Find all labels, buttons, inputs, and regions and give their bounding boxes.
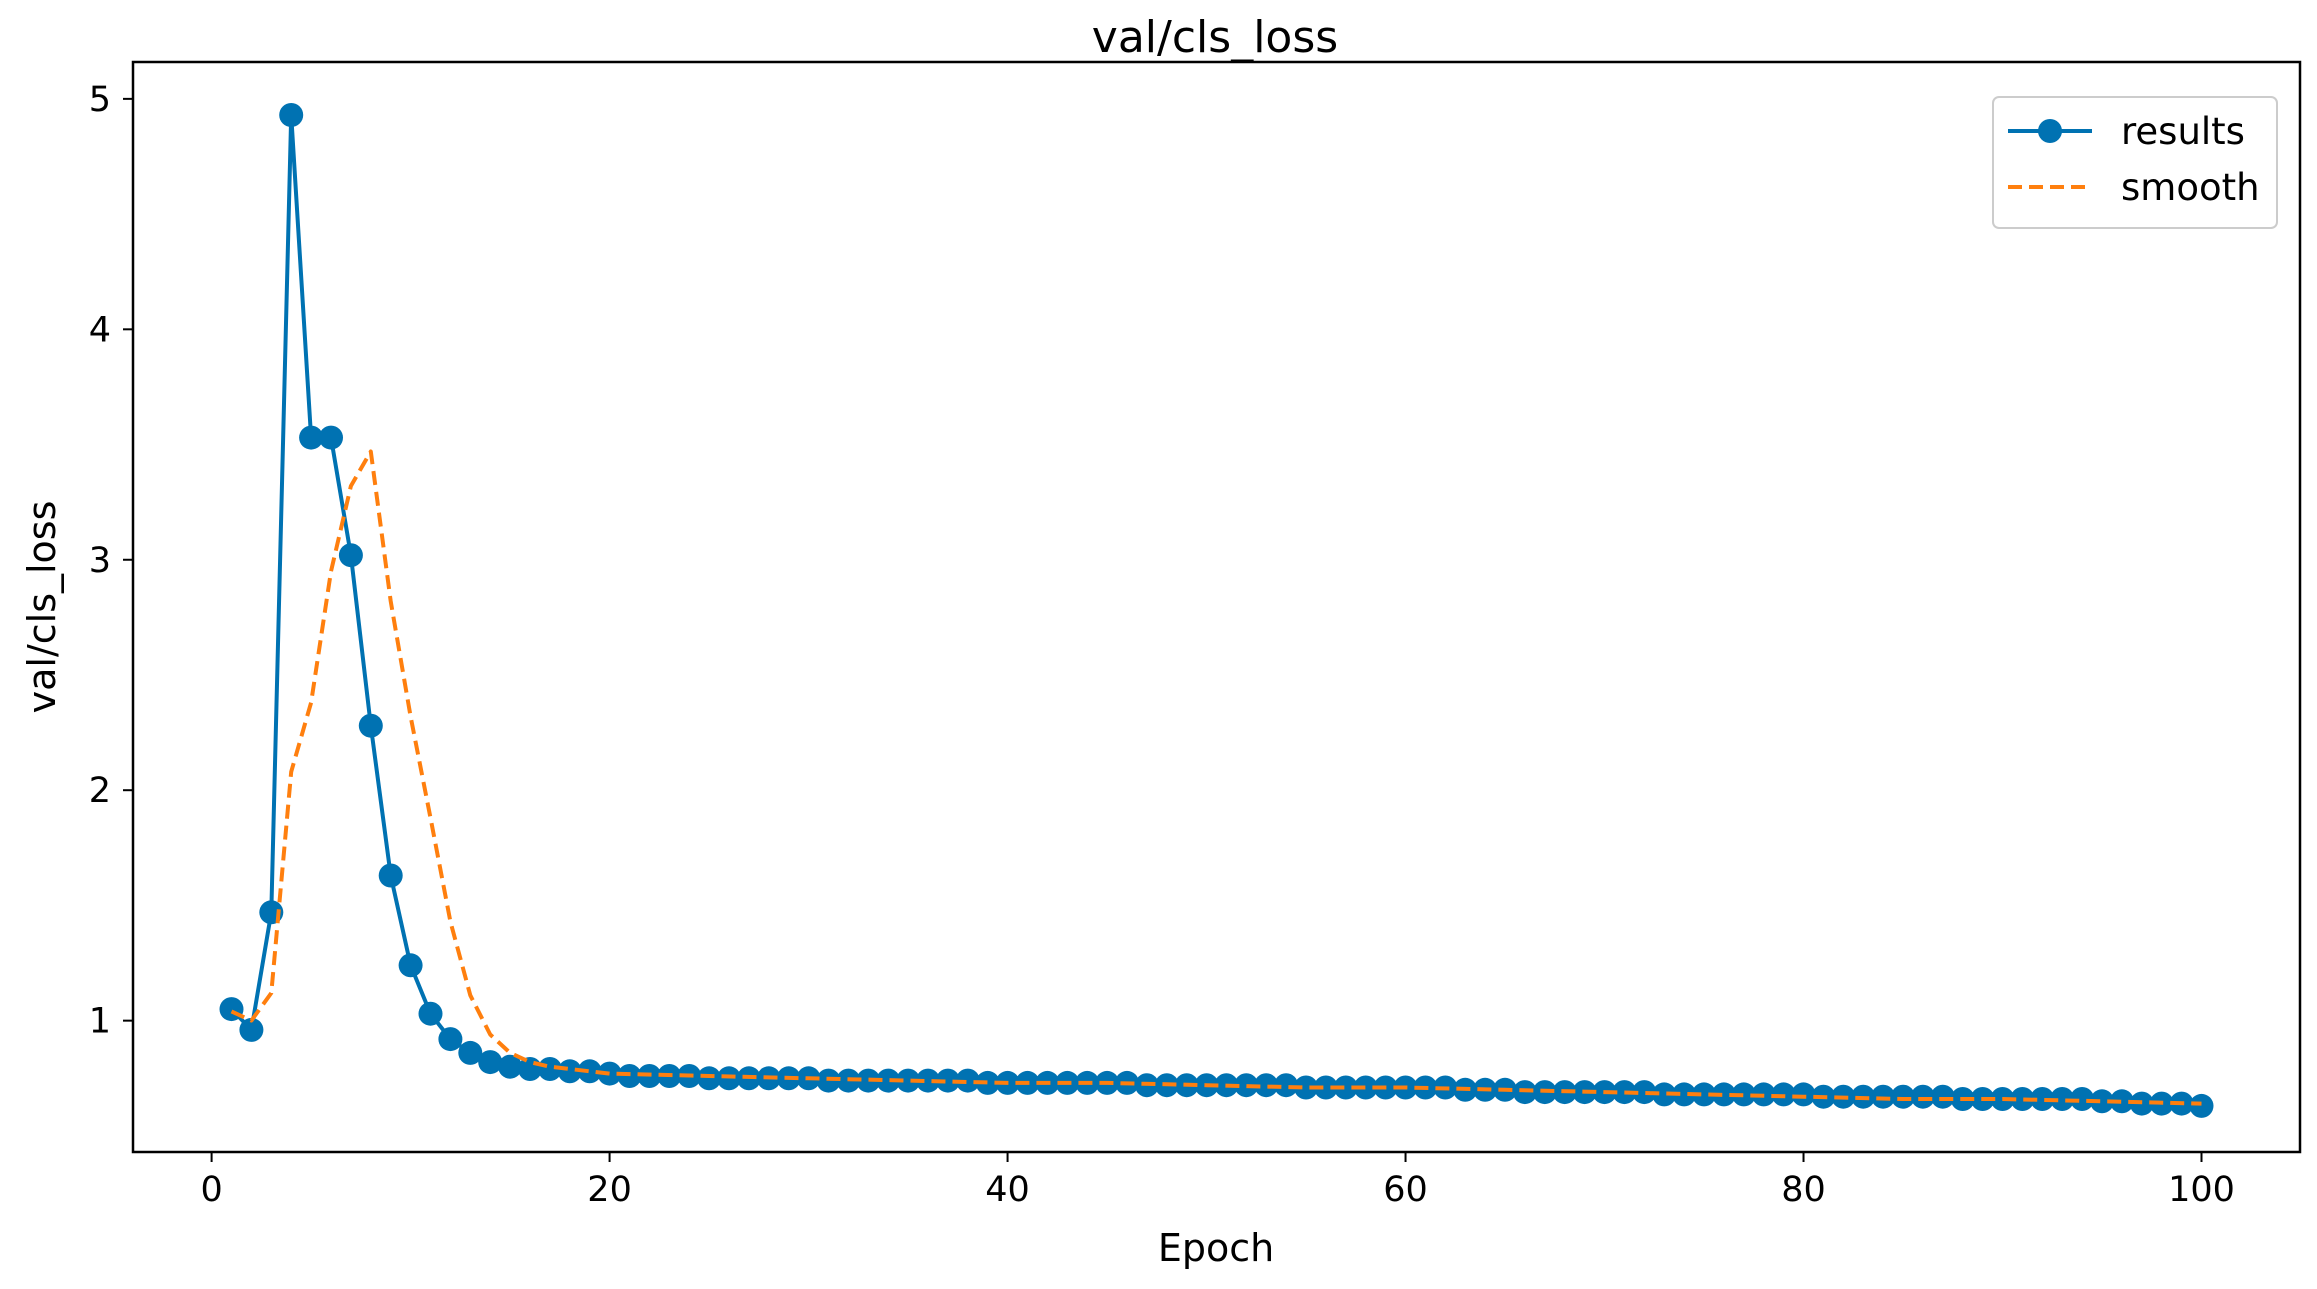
data-point-results xyxy=(577,1059,602,1084)
data-point-results xyxy=(876,1068,901,1093)
x-tick-label: 100 xyxy=(2168,1170,2235,1210)
data-point-results xyxy=(2189,1093,2214,1118)
data-point-results xyxy=(319,425,343,450)
data-point-results xyxy=(458,1040,483,1065)
y-tick-label: 2 xyxy=(89,771,111,811)
y-tick-label: 5 xyxy=(89,80,111,120)
data-point-results xyxy=(935,1068,960,1093)
data-point-results xyxy=(2109,1089,2134,1114)
data-point-results xyxy=(1791,1082,1816,1107)
plot-area xyxy=(131,60,2302,1154)
data-point-results xyxy=(975,1070,1000,1095)
y-tick-label: 3 xyxy=(89,541,111,581)
y-tick-label: 1 xyxy=(89,1002,111,1042)
data-point-results xyxy=(1891,1084,1915,1109)
data-point-results xyxy=(1672,1082,1697,1107)
data-point-results xyxy=(1632,1080,1657,1105)
data-point-results xyxy=(219,997,244,1022)
x-tick-label: 80 xyxy=(1781,1170,1826,1210)
x-tick-label: 60 xyxy=(1383,1170,1428,1210)
series-layer xyxy=(219,103,2214,1118)
data-point-results xyxy=(697,1066,722,1091)
y-tick-label: 4 xyxy=(89,310,111,350)
data-point-results xyxy=(1294,1075,1318,1100)
legend-label-smooth: smooth xyxy=(2121,166,2260,209)
data-point-results xyxy=(398,953,423,978)
data-point-results xyxy=(1353,1075,1378,1100)
x-axis-ticks: 0 20 40 60 80 100 xyxy=(200,1152,2235,1210)
data-point-results xyxy=(338,543,363,568)
x-tick-label: 0 xyxy=(200,1170,222,1210)
data-point-results xyxy=(2070,1087,2095,1111)
y-axis-ticks: 1 2 3 4 5 xyxy=(89,80,133,1042)
data-point-results xyxy=(2050,1087,2075,1111)
data-point-results xyxy=(239,1017,264,1042)
x-tick-label: 20 xyxy=(587,1170,632,1210)
data-point-results xyxy=(279,103,304,127)
data-point-results xyxy=(1910,1084,1935,1109)
data-point-results xyxy=(378,863,403,888)
data-point-results xyxy=(896,1068,921,1093)
y-axis-label: val/cls_loss xyxy=(20,501,64,714)
data-point-results xyxy=(1652,1082,1677,1107)
data-point-results xyxy=(498,1054,523,1079)
x-tick-label: 40 xyxy=(985,1170,1030,1210)
data-point-results xyxy=(1313,1075,1338,1100)
x-axis-label: Epoch xyxy=(1158,1226,1274,1270)
data-point-results xyxy=(358,713,383,738)
data-point-results xyxy=(1234,1073,1259,1098)
data-point-results xyxy=(2090,1089,2114,1114)
data-point-results xyxy=(478,1050,503,1075)
series-line-smooth xyxy=(230,449,2202,1106)
data-point-results xyxy=(597,1061,622,1086)
data-point-results xyxy=(955,1068,980,1093)
legend-label-results: results xyxy=(2121,110,2245,153)
legend: results smooth xyxy=(1992,96,2278,229)
data-point-results xyxy=(2030,1087,2055,1111)
data-point-results xyxy=(856,1068,881,1093)
data-point-results xyxy=(1692,1082,1716,1107)
data-point-results xyxy=(537,1057,562,1081)
chart-title: val/cls_loss xyxy=(1092,12,1338,63)
data-point-results xyxy=(1930,1084,1955,1109)
data-point-results xyxy=(299,425,324,450)
data-point-results xyxy=(418,1001,443,1026)
data-point-results xyxy=(1254,1073,1279,1098)
data-point-results xyxy=(1711,1082,1736,1107)
data-point-results xyxy=(1274,1073,1299,1098)
data-point-results xyxy=(1731,1082,1756,1107)
data-point-results xyxy=(557,1059,582,1084)
legend-marker-results xyxy=(2038,119,2062,143)
data-point-results xyxy=(438,1027,463,1052)
data-point-results xyxy=(1333,1075,1358,1100)
data-point-results xyxy=(2010,1087,2035,1111)
data-point-results xyxy=(916,1068,940,1093)
